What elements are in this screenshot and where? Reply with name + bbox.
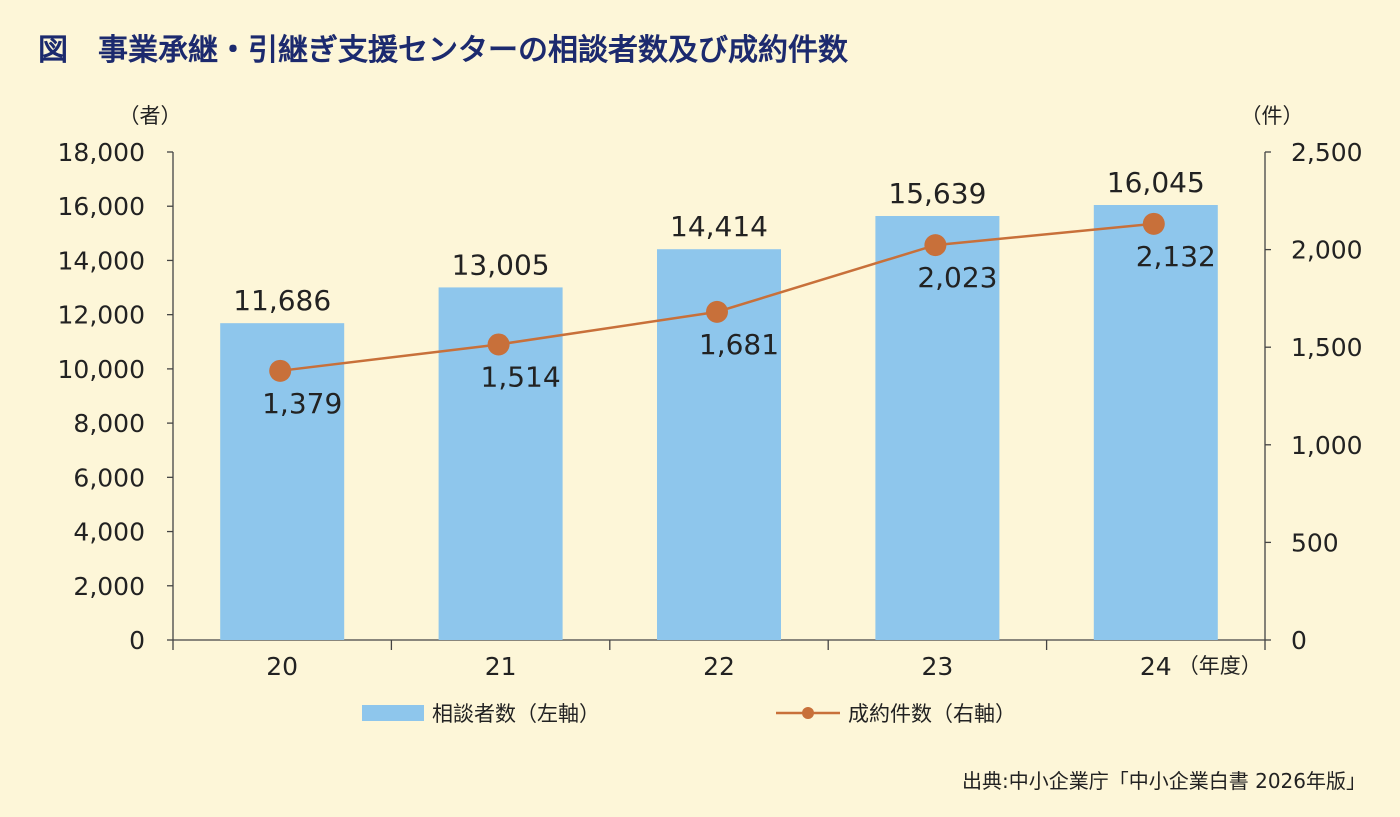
left-tick-label: 4,000 xyxy=(73,518,145,547)
line-point-contracts xyxy=(487,333,510,356)
line-point-contracts xyxy=(1142,212,1165,235)
legend-label-line: 成約件数（右軸） xyxy=(848,702,1016,726)
left-tick-label: 0 xyxy=(129,626,145,655)
left-tick-label: 2,000 xyxy=(73,572,145,601)
bar-consultations xyxy=(875,216,1000,640)
right-tick-label: 1,000 xyxy=(1291,431,1363,460)
line-point-contracts xyxy=(706,300,728,323)
left-tick-label: 8,000 xyxy=(73,409,145,438)
line-value-label: 2,023 xyxy=(917,261,997,294)
bar-consultations xyxy=(1093,205,1218,640)
right-axis-unit: （件） xyxy=(1241,104,1304,128)
left-tick-label: 12,000 xyxy=(58,301,145,330)
right-tick-label: 500 xyxy=(1291,528,1339,557)
left-axis-unit: （者） xyxy=(119,104,182,128)
bar-value-label: 14,414 xyxy=(670,210,768,243)
line-value-label: 1,681 xyxy=(699,328,779,361)
bar-value-label: 15,639 xyxy=(888,177,986,210)
line-value-label: 1,514 xyxy=(481,360,561,393)
bar-value-label: 11,686 xyxy=(233,284,331,317)
bar-value-label: 16,045 xyxy=(1107,166,1205,199)
left-tick-label: 18,000 xyxy=(58,138,145,167)
x-tick-label: 21 xyxy=(485,652,517,681)
x-tick-label: 24 xyxy=(1140,652,1172,681)
left-tick-label: 6,000 xyxy=(73,463,145,492)
left-tick-label: 16,000 xyxy=(58,192,145,221)
left-tick-label: 14,000 xyxy=(58,246,145,275)
plot-area: 0 2,000 4,000 6,000 8,000 10,000 12,000 14,000 1… xyxy=(58,104,1363,726)
right-tick-label: 1,500 xyxy=(1291,333,1363,362)
x-axis-unit: （年度） xyxy=(1178,654,1262,678)
right-tick-label: 0 xyxy=(1291,626,1307,655)
right-tick-label: 2,000 xyxy=(1291,236,1363,265)
bar-value-label: 13,005 xyxy=(452,248,550,281)
x-tick-label: 23 xyxy=(921,652,953,681)
left-tick-label: 10,000 xyxy=(58,355,145,384)
chart-title: 図 事業承継・引継ぎ支援センターの相談者数及び成約件数 xyxy=(38,33,849,68)
line-point-contracts xyxy=(924,234,947,257)
right-tick-label: 2,500 xyxy=(1291,138,1363,167)
legend-swatch-point xyxy=(802,707,814,719)
source-note: 出典:中小企業庁「中小企業白書 2026年版」 xyxy=(962,769,1366,793)
legend-swatch-bar xyxy=(362,705,424,721)
x-tick-label: 20 xyxy=(266,652,298,681)
line-value-label: 1,379 xyxy=(262,387,342,420)
line-point-contracts xyxy=(269,359,292,382)
legend-label-bar: 相談者数（左軸） xyxy=(432,702,600,726)
x-tick-label: 22 xyxy=(703,652,735,681)
line-value-label: 2,132 xyxy=(1136,240,1216,273)
